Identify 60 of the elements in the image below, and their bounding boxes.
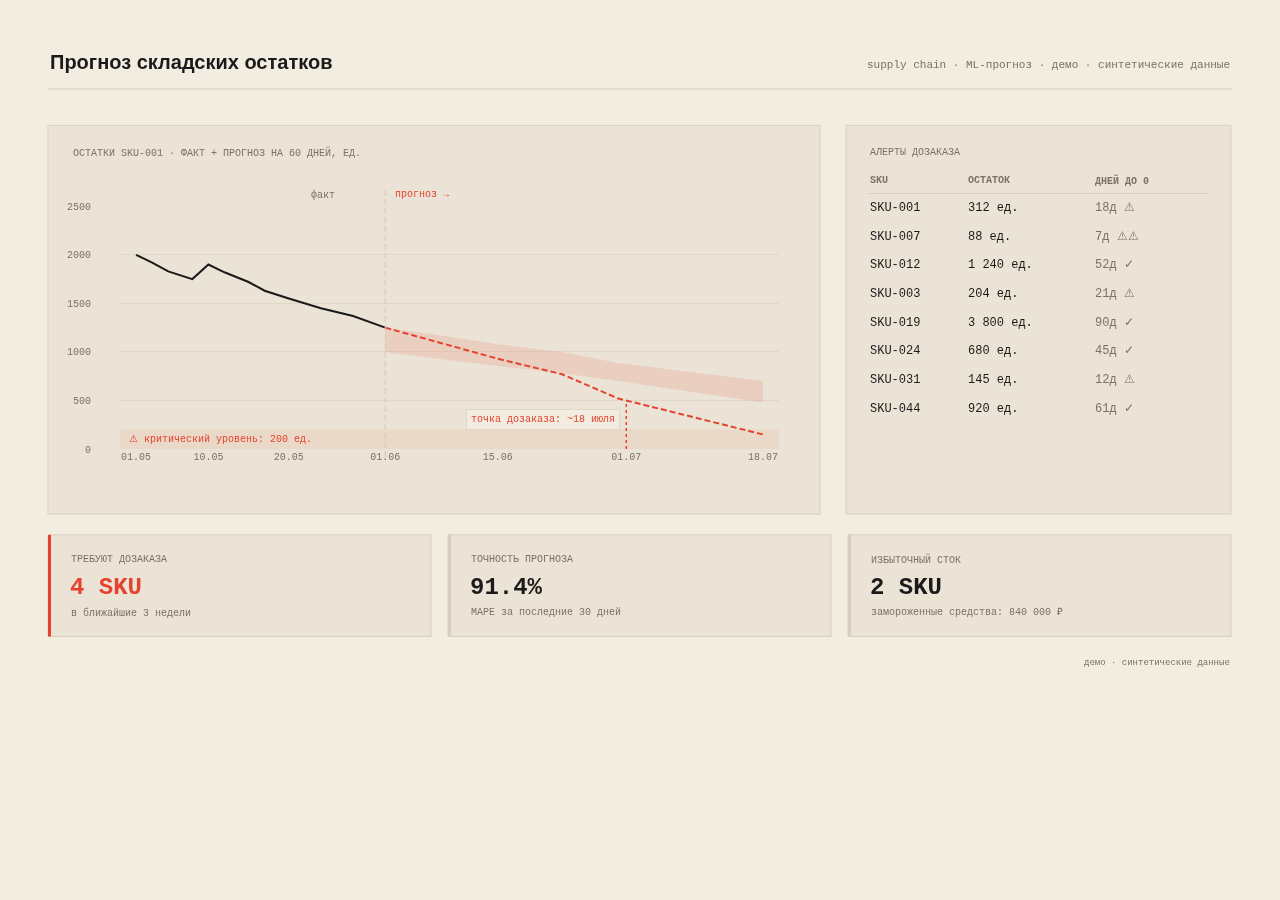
- text: 7д ⚠⚠: [1095, 230, 1139, 244]
- annotation: точка дозаказа: ~18 июля: [471, 414, 616, 425]
- category-label: SKU-012: [870, 258, 921, 272]
- text: ТРЕБУЮТ ДОЗАКАЗА: [71, 554, 168, 565]
- text: 680 ед.: [968, 344, 1019, 358]
- text: 21д ⚠: [1095, 287, 1135, 301]
- text: в ближайшие 3 недели: [71, 607, 192, 619]
- category-label: SKU-024: [870, 344, 921, 358]
- line-series: [384, 326, 764, 436]
- text: 145 ед.: [968, 373, 1019, 387]
- y-tick-label: 2500: [66, 201, 91, 213]
- y-tick-label: 500: [72, 395, 91, 407]
- category-label: ОСТАТОК: [968, 175, 1011, 186]
- text: 88 ед.: [968, 230, 1012, 244]
- category-label: SKU-007: [870, 230, 921, 244]
- text: MAPE за последние 30 дней: [471, 607, 622, 618]
- text: 4 SKU: [70, 574, 143, 601]
- x-tick-label: 01.07: [611, 452, 642, 463]
- text: демо · синтетические данные: [1084, 658, 1230, 668]
- category-label: SKU: [870, 175, 889, 186]
- x-tick-label: 20.05: [273, 452, 304, 463]
- x-tick-label: 10.05: [193, 452, 224, 463]
- category-label: SKU-001: [870, 201, 921, 215]
- text: 920 ед.: [968, 402, 1019, 416]
- text: 52д ✓: [1095, 258, 1134, 272]
- text: 45д ✓: [1095, 344, 1134, 358]
- category-label: SKU-003: [870, 287, 921, 301]
- text: 312 ед.: [968, 201, 1019, 215]
- line-series: [135, 253, 387, 329]
- text: 204 ед.: [968, 287, 1019, 301]
- category-label: SKU-044: [870, 402, 921, 416]
- text: 12д ⚠: [1095, 373, 1135, 387]
- text: 3 800 ед.: [968, 316, 1033, 330]
- y-tick-label: 1000: [66, 347, 91, 359]
- text: 2 SKU: [870, 574, 943, 601]
- text: 91.4%: [470, 574, 543, 601]
- y-tick-label: 0: [84, 444, 91, 456]
- text: прогноз →: [395, 189, 450, 200]
- text: факт: [311, 189, 336, 201]
- text: ИЗБЫТОЧНЫЙ СТОК: [871, 553, 962, 566]
- category-label: SKU-031: [870, 373, 921, 387]
- text: замороженные средства: 840 000 ₽: [871, 607, 1064, 618]
- text: supply chain · ML-прогноз · демо · синтетические данные: [867, 59, 1231, 71]
- x-tick-label: 01.05: [121, 452, 152, 463]
- text: Прогноз складских остатков: [50, 51, 333, 73]
- band-label: ⚠ критический уровень: 200 ед.: [129, 434, 313, 445]
- text: 18д ⚠: [1095, 201, 1135, 215]
- category-label: ДНЕЙ ДО 0: [1095, 174, 1150, 187]
- category-label: SKU-019: [870, 316, 921, 330]
- text: АЛЕРТЫ ДОЗАКАЗА: [870, 147, 961, 158]
- text: 1 240 ед.: [968, 258, 1033, 272]
- x-tick-label: 18.07: [747, 452, 778, 463]
- y-tick-label: 2000: [66, 250, 91, 262]
- text: 61д ✓: [1095, 402, 1134, 416]
- y-tick-label: 1500: [66, 298, 91, 310]
- text: 90д ✓: [1095, 316, 1134, 330]
- x-tick-label: 01.06: [370, 452, 401, 463]
- text: ТОЧНОСТЬ ПРОГНОЗА: [471, 554, 574, 565]
- chart-title: ОСТАТКИ SKU-001 · ФАКТ + ПРОГНОЗ НА 60 ДНЕЙ, ЕД.: [73, 146, 362, 159]
- x-tick-label: 15.06: [482, 452, 513, 463]
